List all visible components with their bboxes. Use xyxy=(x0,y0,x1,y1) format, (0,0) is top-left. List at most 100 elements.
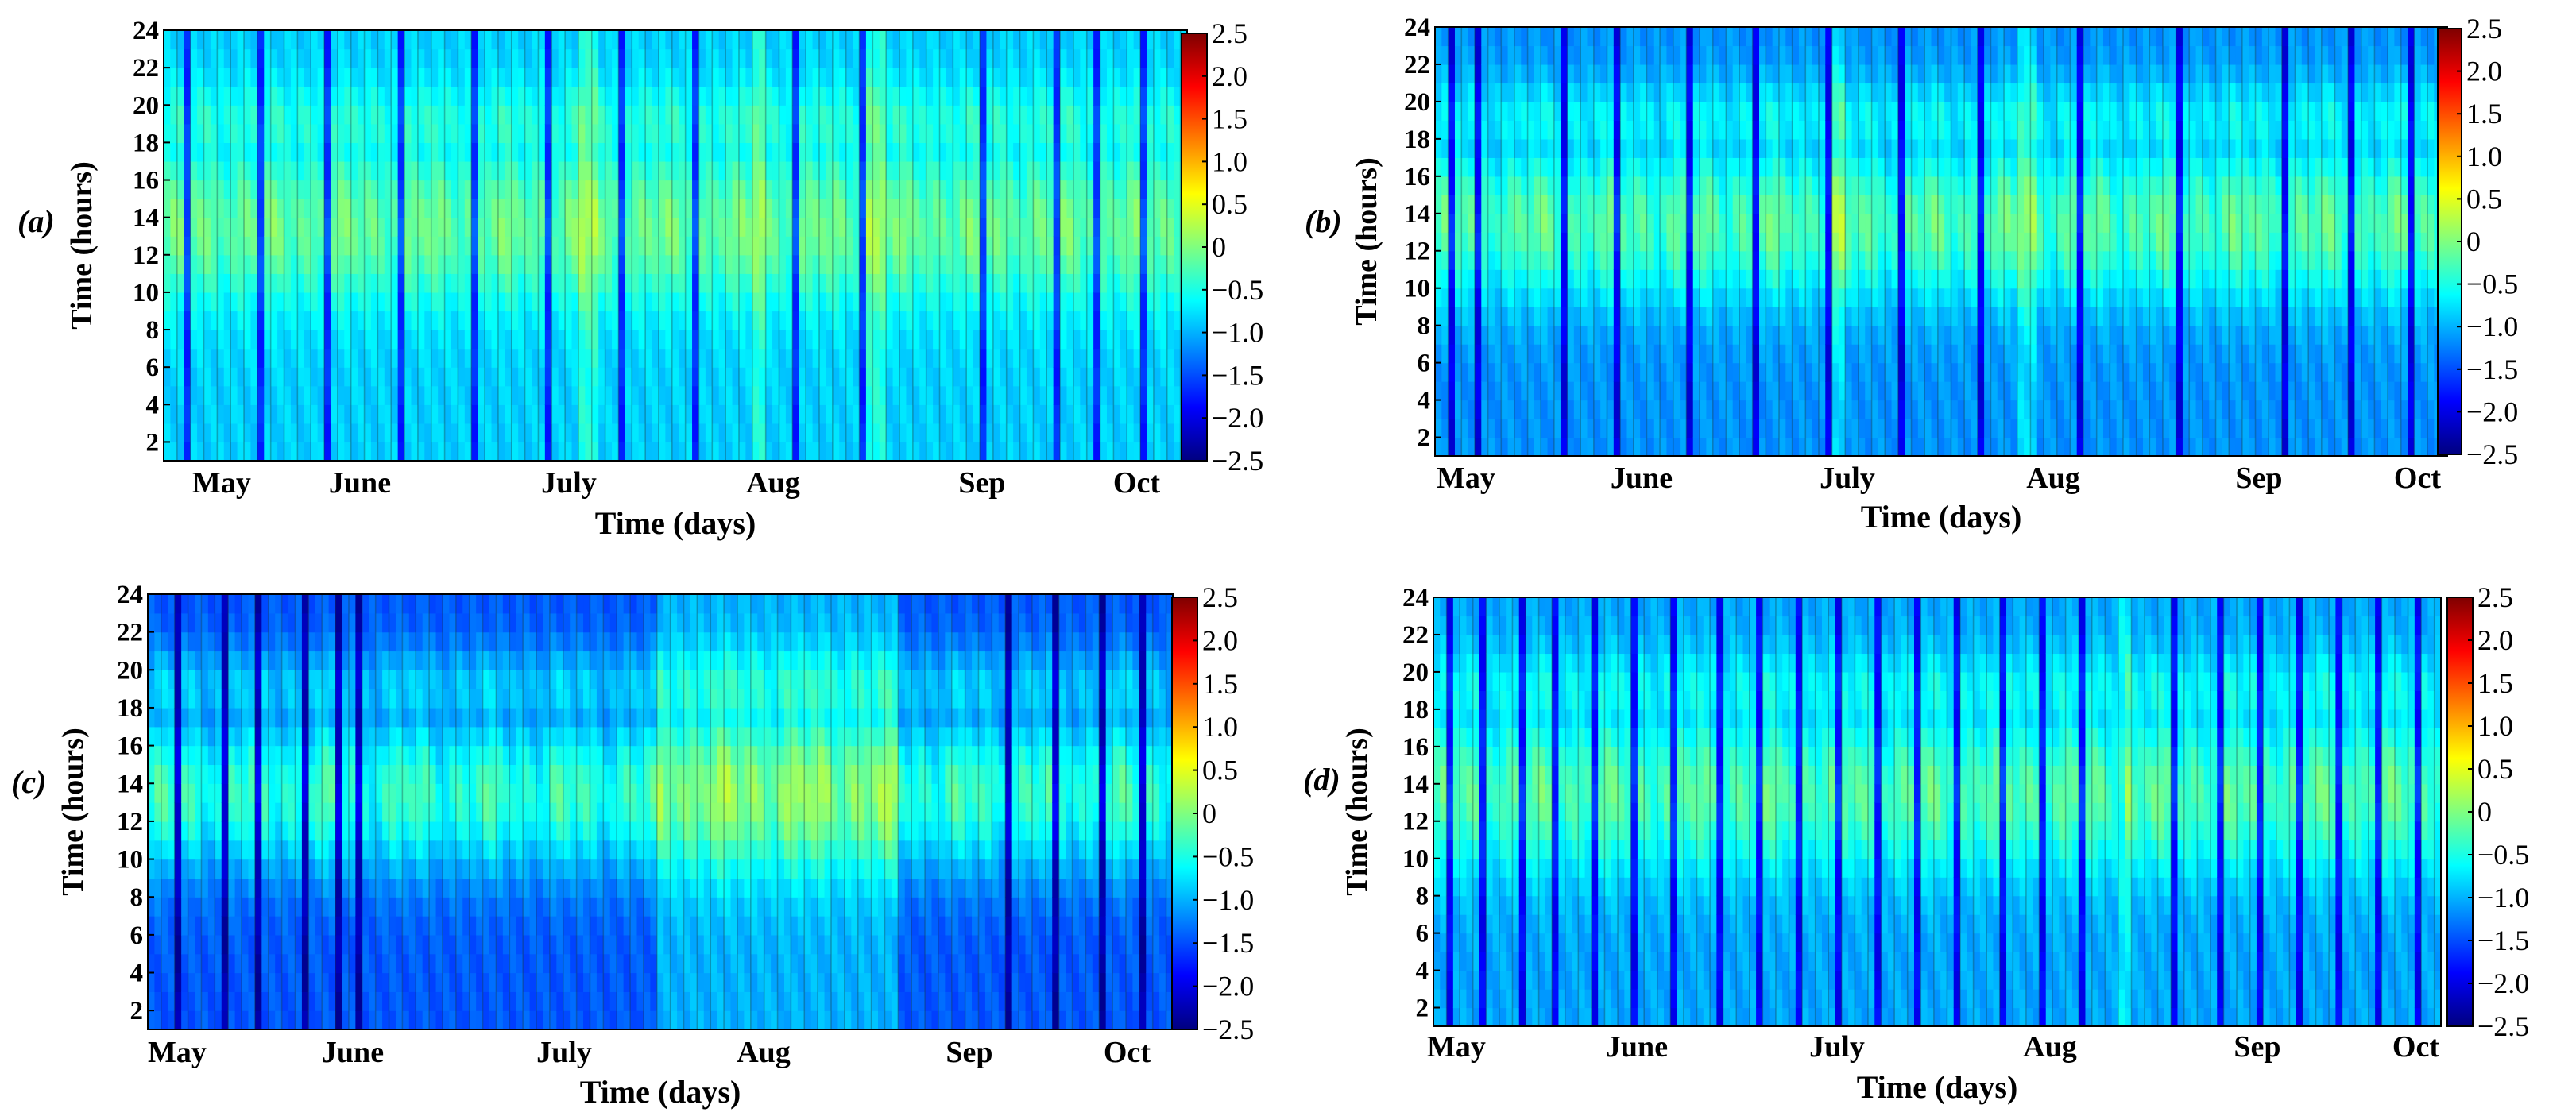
heat-cell xyxy=(638,311,646,330)
heat-cell xyxy=(290,404,298,424)
heat-cell xyxy=(879,123,887,143)
heat-cell xyxy=(899,273,907,293)
heat-cell xyxy=(698,68,706,87)
heat-cell xyxy=(859,404,867,424)
x-tick-label: June xyxy=(329,466,391,500)
heat-cell xyxy=(1461,437,1469,457)
heat-cell xyxy=(1006,68,1014,87)
heat-cell xyxy=(671,123,679,143)
heat-cell xyxy=(337,311,345,330)
heat-cell xyxy=(779,442,787,462)
heat-cell xyxy=(671,30,679,50)
heat-cell xyxy=(698,180,706,199)
heat-cell xyxy=(1752,344,1760,364)
heat-cell xyxy=(865,442,873,462)
heat-cell xyxy=(324,217,332,237)
heat-cell xyxy=(1712,325,1720,345)
heat-cell xyxy=(1448,381,1456,401)
heat-cell xyxy=(992,68,1000,87)
heat-cell xyxy=(658,385,666,405)
heat-cell xyxy=(912,48,920,68)
heat-cell xyxy=(311,217,319,237)
heat-cell xyxy=(973,48,981,68)
heat-cell xyxy=(264,142,272,162)
heat-cell xyxy=(865,330,873,350)
heat-cell xyxy=(812,217,820,237)
heat-cell xyxy=(1073,404,1081,424)
heat-cell xyxy=(1686,213,1694,233)
heat-cell xyxy=(1660,400,1668,419)
heat-cell xyxy=(665,180,673,199)
heat-cell xyxy=(505,423,512,443)
heat-cell xyxy=(1113,86,1121,106)
heat-cell xyxy=(391,48,399,68)
heat-cell xyxy=(184,367,191,387)
heat-cell xyxy=(585,385,593,405)
heat-cell xyxy=(471,367,479,387)
heat-cell xyxy=(652,423,659,443)
heat-cell xyxy=(986,30,994,50)
heat-cell xyxy=(645,367,653,387)
heat-cell xyxy=(1646,362,1654,382)
heat-cell xyxy=(431,30,439,50)
heat-cell xyxy=(344,367,352,387)
heat-cell xyxy=(1140,68,1148,87)
heat-cell xyxy=(190,236,198,256)
heat-cell xyxy=(451,142,459,162)
heat-cell xyxy=(350,142,358,162)
heat-cell xyxy=(458,423,466,443)
heat-cell xyxy=(645,123,653,143)
heat-cell xyxy=(605,292,613,312)
heat-cell xyxy=(886,105,894,125)
heat-cell xyxy=(591,48,599,68)
heat-cell xyxy=(632,311,640,330)
heat-cell xyxy=(1660,64,1668,84)
heat-cell xyxy=(458,86,466,106)
heat-cell xyxy=(732,180,740,199)
heat-cell xyxy=(578,385,586,405)
heat-cell xyxy=(598,142,606,162)
heat-cell xyxy=(1140,292,1148,312)
heat-cell xyxy=(799,330,806,350)
heat-cell xyxy=(618,254,626,274)
heat-cell xyxy=(1527,27,1535,47)
heat-cell xyxy=(632,348,640,368)
heat-cell xyxy=(1593,176,1601,195)
heat-cell xyxy=(524,68,532,87)
heat-cell xyxy=(591,86,599,106)
heat-cell xyxy=(538,48,546,68)
heat-cell xyxy=(384,142,392,162)
heat-cell xyxy=(391,423,399,443)
heat-cell xyxy=(1127,217,1135,237)
heat-cell xyxy=(277,199,285,218)
heat-cell xyxy=(1593,288,1601,307)
heat-cell xyxy=(317,86,325,106)
heat-cell xyxy=(1461,101,1469,121)
heat-cell xyxy=(832,123,840,143)
heat-cell xyxy=(685,367,693,387)
heat-cell xyxy=(184,236,191,256)
heat-cell xyxy=(1700,45,1707,65)
heat-cell xyxy=(658,273,666,293)
y-tick-label: 8 xyxy=(146,316,160,345)
heat-cell xyxy=(806,348,814,368)
heat-cell xyxy=(1805,400,1813,419)
heat-cell xyxy=(638,423,646,443)
heat-cell xyxy=(444,48,452,68)
heat-cell xyxy=(250,68,258,87)
heat-cell xyxy=(223,311,231,330)
heat-cell xyxy=(538,330,546,350)
heat-cell xyxy=(176,30,184,50)
heat-cell xyxy=(438,348,446,368)
heat-cell xyxy=(344,348,352,368)
heat-cell xyxy=(679,30,687,50)
heat-cell xyxy=(712,311,720,330)
heat-cell xyxy=(217,348,225,368)
heat-cell xyxy=(845,48,853,68)
heat-cell xyxy=(397,48,405,68)
heat-cell xyxy=(257,180,265,199)
heat-cell xyxy=(933,48,941,68)
heat-cell xyxy=(738,423,746,443)
heat-cell xyxy=(899,423,907,443)
heat-cell xyxy=(1712,138,1720,158)
